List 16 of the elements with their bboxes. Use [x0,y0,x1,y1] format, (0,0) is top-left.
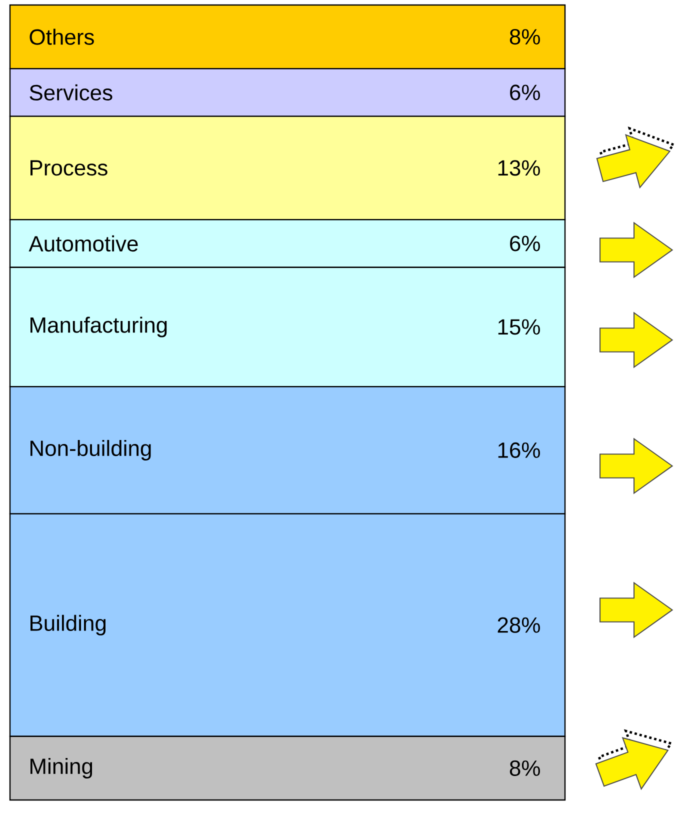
series-label: Others [30,28,94,45]
data-label: 15% [498,319,540,335]
series-label: Services [30,84,112,101]
series-label: Non-building [30,440,151,460]
series-label: Manufacturing [30,316,167,338]
series-label: Building [30,614,106,636]
data-label: 28% [498,617,540,633]
data-label: 6% [510,236,540,252]
series-label: Process [30,160,108,176]
data-label: 6% [510,84,540,100]
data-label: 8% [510,760,540,776]
series-label: Mining [30,758,92,778]
data-label: 8% [510,28,540,45]
data-label: 16% [498,442,540,458]
series-label: Automotive [28,235,138,252]
data-label: 13% [498,160,540,176]
